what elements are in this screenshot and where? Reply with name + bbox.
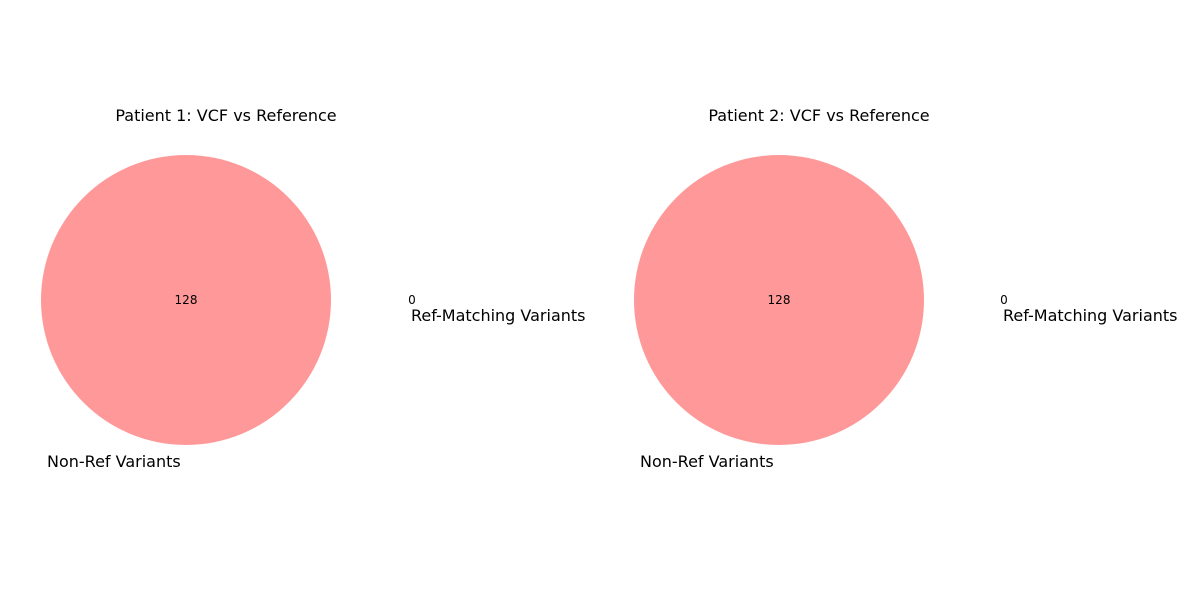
region-count-non-ref-only: 128 (175, 293, 198, 307)
set-circle-non-ref (41, 155, 331, 445)
venn-panel-2: Patient 2: VCF vs Reference 128 0 Non-Re… (634, 106, 1178, 471)
region-count-ref-matching-only: 0 (408, 293, 416, 307)
set-label-ref-matching: Ref-Matching Variants (411, 306, 586, 325)
panel-title: Patient 1: VCF vs Reference (115, 106, 336, 125)
set-label-non-ref: Non-Ref Variants (47, 452, 181, 471)
set-label-non-ref: Non-Ref Variants (640, 452, 774, 471)
panel-title: Patient 2: VCF vs Reference (708, 106, 929, 125)
set-circle-non-ref (634, 155, 924, 445)
region-count-ref-matching-only: 0 (1000, 293, 1008, 307)
set-label-ref-matching: Ref-Matching Variants (1003, 306, 1178, 325)
region-count-non-ref-only: 128 (768, 293, 791, 307)
venn-panel-1: Patient 1: VCF vs Reference 128 0 Non-Re… (41, 106, 586, 471)
